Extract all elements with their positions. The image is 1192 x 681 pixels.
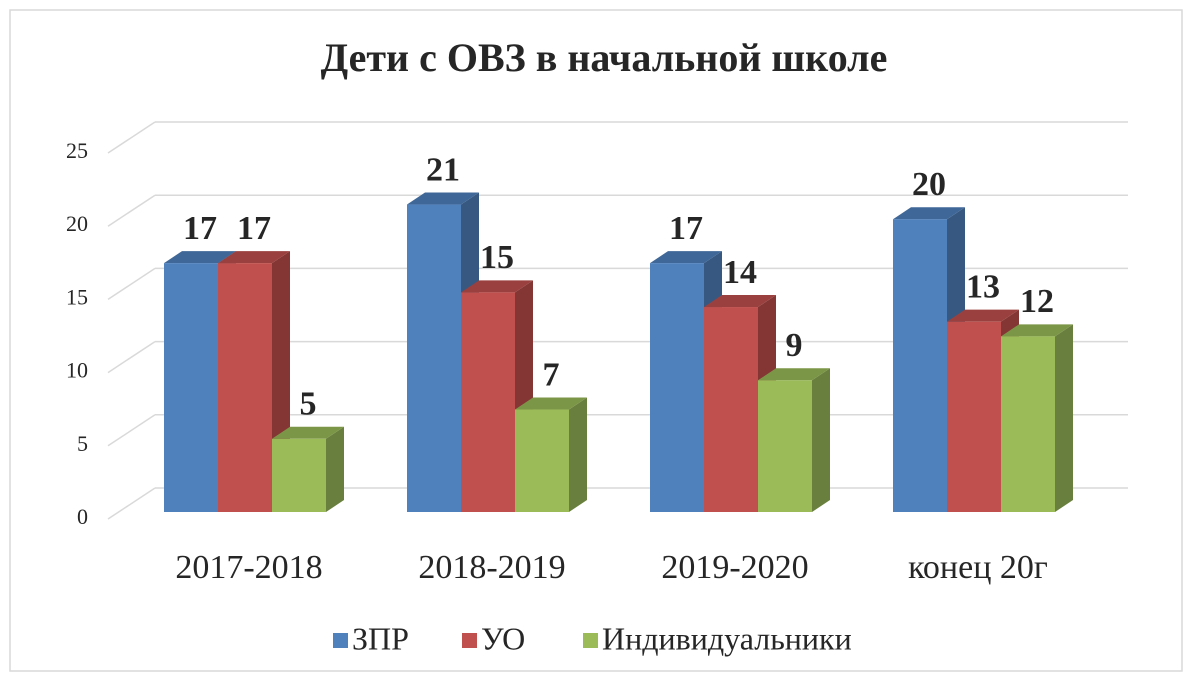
bar-front: [1001, 336, 1055, 512]
y-tick-label: 20: [66, 211, 88, 236]
grid-line: [107, 414, 156, 447]
chart-title: Дети с ОВЗ в начальной школе: [321, 35, 888, 80]
data-label: 17: [237, 210, 271, 247]
legend-swatch: [583, 633, 598, 648]
data-label: 21: [426, 151, 460, 188]
bar: [1001, 324, 1073, 512]
bar-side: [812, 368, 830, 512]
bar-front: [407, 204, 461, 512]
bar: [758, 368, 830, 512]
x-tick-label: конец 20г: [908, 549, 1048, 586]
grid-line: [107, 340, 156, 374]
bar: [218, 251, 290, 512]
bar-front: [461, 292, 515, 512]
bar: [272, 426, 344, 512]
grid-line: [107, 267, 156, 301]
data-label: 20: [912, 166, 946, 203]
grid-line: [107, 194, 156, 227]
x-tick-label: 2018-2019: [418, 549, 565, 586]
y-tick-label: 25: [66, 138, 88, 163]
legend-label: УО: [481, 620, 525, 656]
bar-side: [1055, 324, 1073, 512]
data-label: 17: [669, 210, 703, 247]
bar-top: [893, 207, 965, 220]
bar-front: [164, 263, 218, 512]
bar-front: [218, 263, 272, 512]
bar-top: [272, 426, 344, 439]
bar-front: [515, 409, 569, 512]
data-label: 7: [543, 356, 560, 393]
grid-line: [107, 487, 156, 520]
legend-label: Индивидуальники: [602, 620, 852, 656]
bar-top: [515, 397, 587, 410]
y-tick-label: 10: [66, 358, 88, 383]
bar: [515, 397, 587, 512]
bar: [704, 295, 776, 512]
bar-top: [758, 368, 830, 381]
y-tick-label: 5: [77, 431, 88, 456]
bar: [461, 280, 533, 512]
bar-top: [650, 251, 722, 264]
bar-top: [1001, 324, 1073, 337]
bar-front: [650, 263, 704, 512]
data-label: 14: [723, 254, 757, 291]
bar-top: [704, 295, 776, 308]
grid-line: [107, 121, 156, 154]
bar-front: [704, 307, 758, 512]
data-label: 5: [300, 386, 317, 423]
bar-front: [893, 219, 947, 512]
y-tick-label: 0: [77, 504, 88, 529]
x-tick-label: 2019-2020: [661, 549, 808, 586]
data-label: 9: [786, 327, 803, 364]
data-label: 17: [183, 210, 217, 247]
data-label: 15: [480, 239, 514, 276]
bar-side: [326, 426, 344, 512]
bar-top: [164, 251, 236, 264]
legend-swatch: [333, 633, 348, 648]
bar-front: [947, 321, 1001, 512]
x-tick-label: 2017-2018: [175, 549, 322, 586]
data-label: 13: [966, 268, 1000, 305]
bar-top: [407, 192, 479, 205]
bar-front: [758, 380, 812, 512]
bar-top: [218, 251, 290, 264]
legend-label: ЗПР: [352, 620, 409, 656]
bar-side: [569, 397, 587, 512]
data-label: 12: [1020, 283, 1054, 320]
bar-front: [272, 438, 326, 512]
y-tick-label: 15: [66, 284, 88, 309]
bar-top: [947, 309, 1019, 322]
bar-top: [461, 280, 533, 293]
legend-swatch: [462, 633, 477, 648]
